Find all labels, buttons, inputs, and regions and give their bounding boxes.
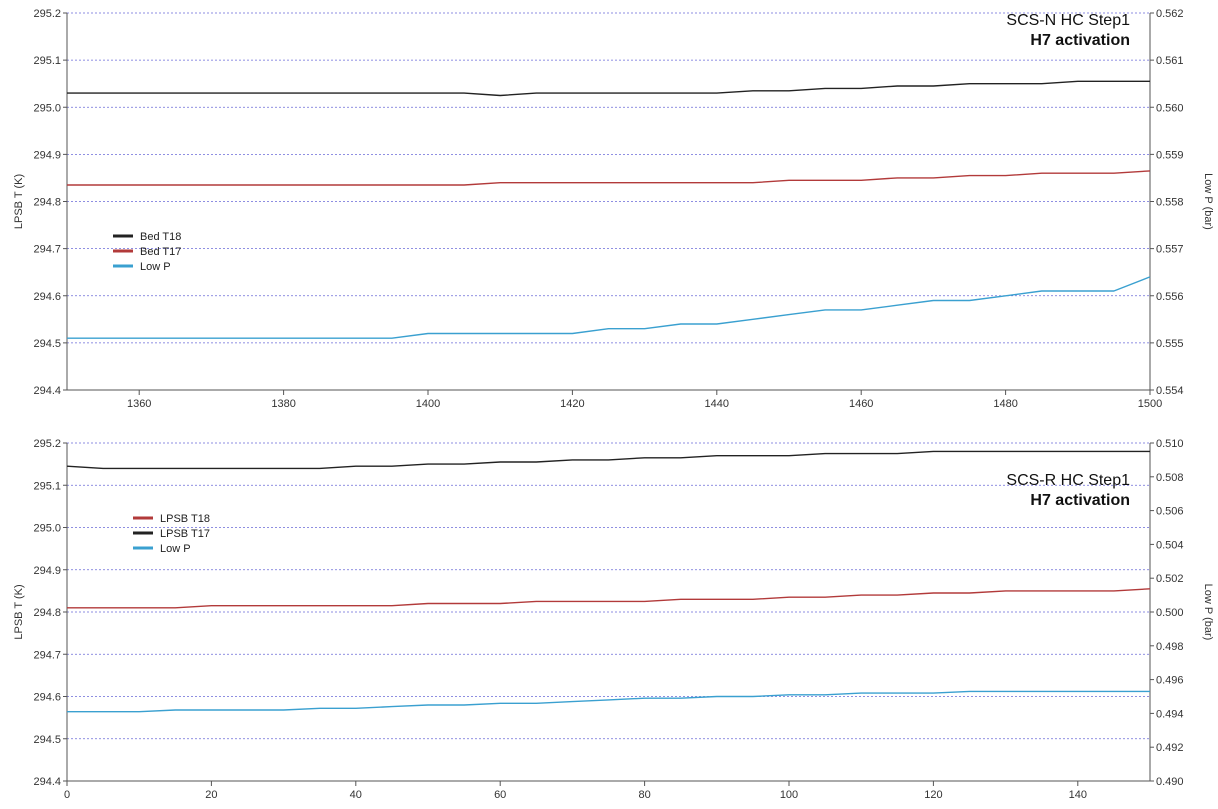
y-axis-right-label: Low P (bar)	[1202, 173, 1214, 230]
y-right-tick-label: 0.554	[1156, 385, 1184, 397]
y-left-tick-label: 294.8	[33, 607, 61, 619]
y-right-tick-label: 0.510	[1156, 438, 1184, 450]
y-right-tick-label: 0.492	[1156, 742, 1184, 754]
annotation-line-1: SCS-N HC Step1	[1006, 12, 1130, 29]
y-right-tick-label: 0.504	[1156, 539, 1184, 551]
y-left-tick-label: 295.0	[33, 523, 61, 535]
series-line-1	[67, 80, 1150, 97]
y-right-tick-label: 0.494	[1156, 708, 1184, 720]
x-tick-label: 1440	[705, 398, 729, 410]
legend-label: Low P	[160, 543, 191, 555]
x-tick-label: 100	[780, 789, 798, 801]
annotation-line-2: H7 activation	[1030, 32, 1130, 49]
y-left-tick-label: 295.2	[33, 438, 61, 450]
x-tick-label: 1460	[849, 398, 873, 410]
x-tick-label: 120	[924, 789, 942, 801]
y-right-tick-label: 0.562	[1156, 8, 1184, 20]
y-left-tick-label: 294.7	[33, 649, 61, 661]
y-left-tick-label: 294.5	[33, 734, 61, 746]
y-right-tick-label: 0.557	[1156, 244, 1184, 256]
series-line-2	[67, 170, 1151, 186]
y-right-tick-label: 0.560	[1156, 102, 1184, 114]
y-right-tick-label: 0.506	[1156, 506, 1184, 518]
y-right-tick-label: 0.559	[1156, 149, 1184, 161]
y-left-tick-label: 295.2	[33, 8, 61, 20]
x-tick-label: 1420	[560, 398, 584, 410]
x-tick-label: 20	[205, 789, 217, 801]
chart-panel-1: 294.4 294.5 294.6 294.7 294.8 294.9 295.0 295.1…	[13, 8, 1214, 410]
y-axis-right-label: Low P (bar)	[1202, 584, 1214, 641]
annotation-line-1: SCS-R HC Step1	[1006, 472, 1130, 489]
y-right-tick-label: 0.496	[1156, 675, 1184, 687]
legend-label: Bed T18	[140, 231, 181, 243]
y-right-tick-label: 0.558	[1156, 197, 1184, 209]
series-line-3	[67, 276, 1151, 339]
x-tick-label: 1380	[271, 398, 295, 410]
legend-label: LPSB T17	[160, 528, 210, 540]
y-left-tick-label: 294.9	[33, 149, 61, 161]
y-axis-left-label: LPSB T (K)	[13, 174, 25, 229]
x-tick-label: 1480	[993, 398, 1017, 410]
series-line-1	[67, 588, 1151, 609]
annotation-line-2: H7 activation	[1030, 492, 1130, 509]
x-tick-label: 80	[638, 789, 650, 801]
chart-panel-2: 294.4 294.5 294.6 294.7 294.8 294.9 295.0 295.1…	[13, 438, 1214, 801]
x-tick-label: 140	[1069, 789, 1087, 801]
y-left-tick-label: 294.7	[33, 244, 61, 256]
y-right-tick-label: 0.500	[1156, 607, 1184, 619]
y-left-tick-label: 294.6	[33, 291, 61, 303]
legend-label: Bed T17	[140, 246, 181, 258]
y-left-tick-label: 294.9	[33, 565, 61, 577]
y-right-tick-label: 0.561	[1156, 55, 1184, 67]
x-tick-label: 0	[64, 789, 70, 801]
x-tick-label: 1500	[1138, 398, 1162, 410]
x-tick-label: 1360	[127, 398, 151, 410]
y-left-tick-label: 294.8	[33, 197, 61, 209]
series-line-3	[67, 690, 1150, 713]
y-left-tick-label: 295.0	[33, 102, 61, 114]
y-left-tick-label: 295.1	[33, 480, 61, 492]
legend-label: Low P	[140, 261, 171, 273]
y-right-tick-label: 0.556	[1156, 291, 1184, 303]
y-left-tick-label: 294.5	[33, 338, 61, 350]
y-axis-left-label: LPSB T (K)	[13, 584, 25, 639]
y-right-tick-label: 0.490	[1156, 776, 1184, 788]
y-right-tick-label: 0.498	[1156, 641, 1184, 653]
y-left-tick-label: 294.6	[33, 692, 61, 704]
y-left-tick-label: 295.1	[33, 55, 61, 67]
y-left-tick-label: 294.4	[33, 385, 61, 397]
series-line-2	[66, 450, 1150, 470]
x-tick-label: 60	[494, 789, 506, 801]
y-right-tick-label: 0.502	[1156, 573, 1184, 585]
legend-label: LPSB T18	[160, 513, 210, 525]
y-right-tick-label: 0.555	[1156, 338, 1184, 350]
y-left-tick-label: 294.4	[33, 776, 61, 788]
y-right-tick-label: 0.508	[1156, 472, 1184, 484]
x-tick-label: 40	[350, 789, 362, 801]
x-tick-label: 1400	[416, 398, 440, 410]
